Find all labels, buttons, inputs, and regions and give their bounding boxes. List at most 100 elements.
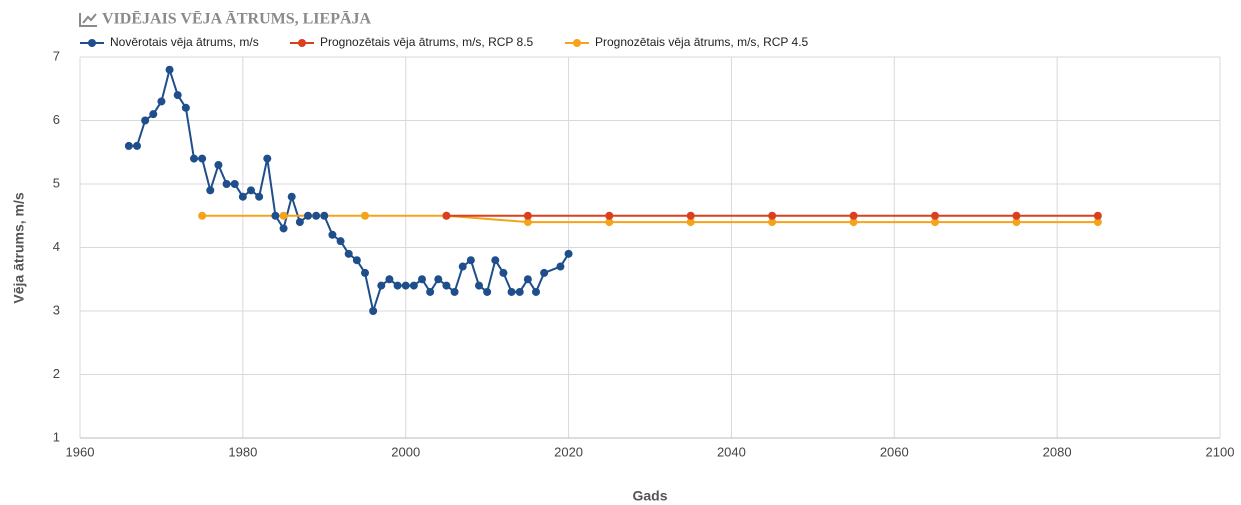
- data-point: [173, 91, 182, 100]
- x-axis-title: Gads: [632, 488, 667, 504]
- data-point: [401, 281, 410, 290]
- data-point: [491, 256, 500, 265]
- y-tick-label: 7: [53, 48, 60, 63]
- data-point: [190, 154, 198, 163]
- legend-label: Prognozētais vēja ātrums, m/s, RCP 4.5: [595, 35, 809, 49]
- data-point: [564, 249, 573, 258]
- data-point: [222, 180, 231, 188]
- data-point: [377, 281, 386, 290]
- data-point: [361, 211, 369, 220]
- data-point: [124, 141, 133, 150]
- data-point: [304, 211, 312, 220]
- data-point: [768, 211, 777, 220]
- data-point: [206, 186, 215, 195]
- data-point: [931, 211, 939, 220]
- data-point: [344, 249, 353, 258]
- data-point: [686, 218, 695, 227]
- data-point: [442, 281, 451, 290]
- data-point: [157, 97, 166, 106]
- y-axis-title: Vēja ātrums, m/s: [11, 192, 27, 303]
- data-point: [523, 218, 532, 227]
- data-point: [336, 237, 345, 246]
- data-point: [686, 211, 695, 220]
- data-point: [181, 103, 190, 112]
- data-point: [434, 275, 443, 284]
- legend-marker: [298, 39, 306, 47]
- data-point: [768, 218, 777, 227]
- data-point: [198, 154, 207, 163]
- data-point: [369, 307, 378, 315]
- chart-title: VIDĒJAIS VĒJA ĀTRUMS, LIEPĀJA: [102, 10, 372, 28]
- x-tick-label: 1980: [228, 444, 257, 459]
- data-point: [1093, 211, 1102, 220]
- data-point: [271, 211, 280, 220]
- data-point: [295, 218, 304, 227]
- data-point: [499, 268, 508, 277]
- data-point: [605, 218, 614, 227]
- data-point: [393, 281, 402, 290]
- y-tick-label: 5: [53, 175, 60, 190]
- data-point: [133, 141, 141, 150]
- data-point: [238, 192, 247, 201]
- data-point: [255, 192, 264, 201]
- data-point: [426, 287, 435, 296]
- x-tick-label: 2100: [1206, 444, 1235, 459]
- data-point: [352, 256, 361, 265]
- data-point: [328, 230, 337, 239]
- data-point: [409, 281, 418, 290]
- data-point: [931, 218, 939, 227]
- data-point: [1012, 218, 1021, 227]
- legend-marker: [88, 39, 96, 47]
- data-point: [523, 275, 532, 284]
- legend-label: Novērotais vēja ātrums, m/s: [110, 35, 259, 49]
- data-point: [149, 110, 158, 119]
- data-point: [523, 211, 532, 220]
- data-point: [458, 262, 467, 271]
- y-tick-label: 3: [53, 302, 60, 317]
- legend-label: Prognozētais vēja ātrums, m/s, RCP 8.5: [320, 35, 534, 49]
- data-point: [279, 224, 288, 233]
- data-point: [1012, 211, 1021, 220]
- y-tick-label: 6: [53, 112, 60, 127]
- data-point: [165, 65, 174, 74]
- data-point: [515, 287, 524, 296]
- data-point: [287, 192, 296, 201]
- data-point: [320, 211, 329, 220]
- data-point: [556, 262, 565, 271]
- data-point: [279, 211, 288, 220]
- x-tick-label: 2020: [554, 444, 583, 459]
- data-point: [466, 256, 475, 265]
- data-point: [540, 268, 549, 277]
- x-tick-label: 2040: [717, 444, 746, 459]
- data-point: [263, 154, 272, 163]
- data-point: [605, 211, 614, 220]
- data-point: [141, 116, 150, 125]
- x-tick-label: 2060: [880, 444, 909, 459]
- data-point: [385, 275, 394, 284]
- data-point: [361, 268, 369, 277]
- data-point: [214, 160, 223, 169]
- data-point: [849, 218, 858, 227]
- data-point: [450, 287, 459, 296]
- data-point: [475, 281, 483, 290]
- data-point: [230, 180, 239, 188]
- title-icon: [79, 13, 97, 27]
- y-tick-label: 4: [53, 239, 60, 254]
- y-tick-label: 2: [53, 366, 60, 381]
- series-line: [202, 214, 1098, 224]
- data-point: [1093, 218, 1102, 227]
- legend-marker: [573, 39, 581, 47]
- data-point: [418, 275, 426, 284]
- data-point: [532, 287, 540, 296]
- x-tick-label: 1960: [66, 444, 95, 459]
- x-tick-label: 2000: [391, 444, 420, 459]
- data-point: [507, 287, 516, 296]
- data-point: [198, 211, 207, 220]
- data-point: [312, 211, 321, 220]
- data-point: [849, 211, 858, 220]
- x-tick-label: 2080: [1043, 444, 1072, 459]
- y-tick-label: 1: [53, 429, 60, 444]
- data-point: [247, 186, 255, 195]
- data-point: [442, 211, 451, 220]
- data-point: [483, 287, 492, 296]
